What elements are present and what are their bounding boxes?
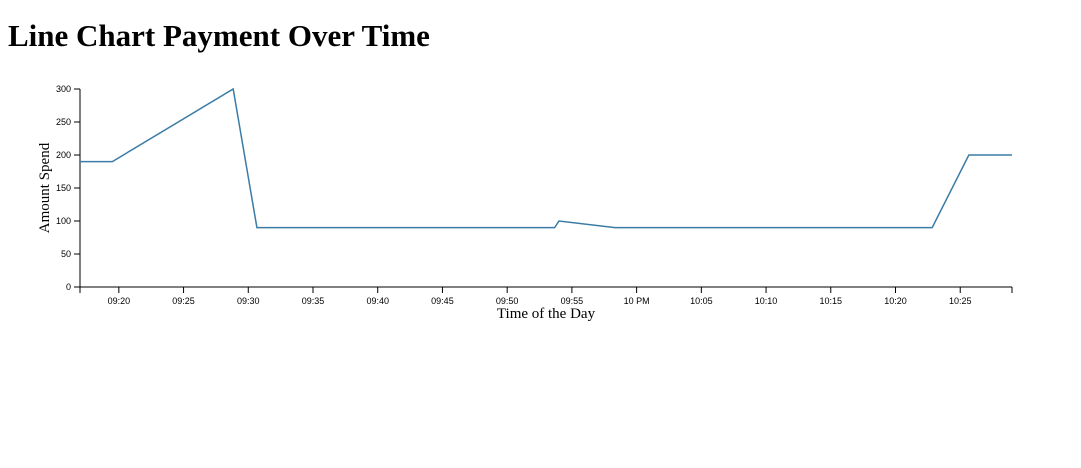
y-tick-label: 100 xyxy=(56,216,71,226)
x-tick-label: 09:40 xyxy=(366,296,389,306)
x-axis: 09:20 09:25 09:30 09:35 09:40 09:45 09:50 09:55… xyxy=(79,286,1013,306)
x-axis-title: Time of the Day xyxy=(497,306,596,322)
y-tick-label: 200 xyxy=(56,150,71,160)
y-tick-label: 150 xyxy=(56,183,71,193)
series-line xyxy=(80,87,1012,229)
y-tick-label: 300 xyxy=(56,84,71,94)
y-tick-label: 0 xyxy=(66,282,71,292)
x-tick-label: 09:25 xyxy=(172,296,195,306)
x-tick-label: 09:55 xyxy=(561,296,584,306)
x-tick-label: 09:45 xyxy=(431,296,454,306)
y-axis-title: Amount Spend xyxy=(37,142,53,233)
x-tick-label: 09:35 xyxy=(302,296,325,306)
x-tick-label: 09:50 xyxy=(496,296,519,306)
x-tick-label: 10:25 xyxy=(949,296,972,306)
x-tick-label: 10:15 xyxy=(820,296,843,306)
x-tick-label: 10 PM xyxy=(624,296,650,306)
y-tick-label: 250 xyxy=(56,117,71,127)
x-tick-label: 10:20 xyxy=(884,296,907,306)
page-title: Line Chart Payment Over Time xyxy=(8,18,430,53)
series-layer xyxy=(80,87,1012,229)
y-tick-label: 50 xyxy=(61,249,71,259)
x-tick-label: 10:10 xyxy=(755,296,778,306)
y-axis: 0 50 100 150 200 250 300 xyxy=(56,84,81,292)
x-tick-label: 09:20 xyxy=(108,296,131,306)
x-tick-label: 09:30 xyxy=(237,296,260,306)
x-tick-label: 10:05 xyxy=(690,296,713,306)
